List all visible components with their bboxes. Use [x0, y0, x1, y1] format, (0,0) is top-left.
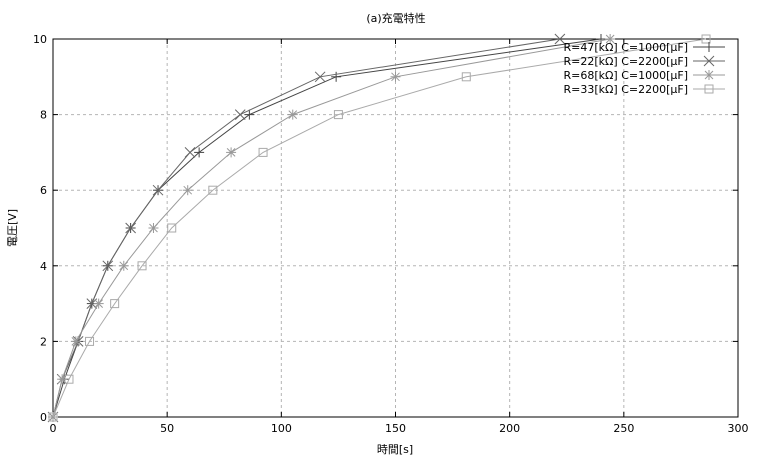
- point-marker: [167, 223, 177, 233]
- series-layer: [47, 33, 711, 423]
- point-marker: [390, 71, 401, 82]
- point-marker: [258, 147, 268, 157]
- point-marker: [703, 55, 715, 67]
- point-marker: [208, 185, 218, 195]
- point-marker: [596, 34, 606, 44]
- legend-label: R=33[kΩ] C=2200[μF]: [563, 83, 688, 96]
- point-marker: [704, 42, 714, 52]
- y-tick-label: 6: [40, 184, 47, 197]
- legend-label: R=22[kΩ] C=2200[μF]: [563, 55, 688, 68]
- series-line: [52, 38, 707, 418]
- x-tick-label: 200: [499, 422, 520, 435]
- legend-entry: R=33[kΩ] C=2200[μF]: [563, 83, 725, 96]
- chart-title: (a)充電特性: [366, 11, 425, 25]
- axis-ticks: 0 50 100 150 200 250 300 0 2 4 6 8 10: [33, 33, 749, 435]
- grid: [53, 39, 738, 417]
- point-marker: [226, 147, 237, 158]
- x-tick-label: 150: [385, 422, 406, 435]
- point-marker: [85, 336, 95, 346]
- y-tick-label: 10: [33, 33, 47, 46]
- y-tick-label: 8: [40, 109, 47, 122]
- point-marker: [110, 299, 120, 309]
- point-marker: [704, 84, 714, 94]
- point-marker: [287, 109, 298, 120]
- x-tick-label: 50: [160, 422, 174, 435]
- point-marker: [184, 147, 196, 158]
- point-marker: [331, 71, 342, 82]
- legend-entry: R=68[kΩ] C=1000[μF]: [563, 69, 725, 82]
- point-marker: [70, 336, 81, 347]
- point-marker: [137, 261, 147, 271]
- point-marker: [244, 109, 255, 120]
- legend: R=47[kΩ] C=1000[μF]R=22[kΩ] C=2200[μF]R=…: [563, 41, 725, 96]
- point-marker: [554, 33, 566, 45]
- y-tick-label: 0: [40, 411, 47, 424]
- x-tick-label: 0: [50, 422, 57, 435]
- legend-label: R=47[kΩ] C=1000[μF]: [563, 41, 688, 54]
- legend-entry: R=47[kΩ] C=1000[μF]: [563, 41, 725, 54]
- series-3: [48, 34, 616, 422]
- point-marker: [461, 72, 471, 82]
- point-marker: [152, 184, 164, 196]
- x-tick-label: 300: [728, 422, 749, 435]
- legend-entry: R=22[kΩ] C=2200[μF]: [563, 55, 725, 68]
- series-4: [48, 34, 711, 422]
- y-axis-label: 電圧[V]: [6, 209, 19, 247]
- legend-label: R=68[kΩ] C=1000[μF]: [563, 69, 688, 82]
- point-marker: [102, 260, 114, 272]
- point-marker: [182, 185, 193, 196]
- point-marker: [118, 260, 129, 271]
- point-marker: [48, 412, 58, 422]
- y-tick-label: 2: [40, 335, 47, 348]
- point-marker: [194, 147, 205, 158]
- point-marker: [125, 222, 136, 234]
- x-tick-label: 100: [271, 422, 292, 435]
- point-marker: [64, 374, 74, 384]
- y-tick-label: 4: [40, 260, 47, 273]
- point-marker: [314, 71, 326, 83]
- point-marker: [93, 298, 104, 309]
- point-marker: [148, 223, 159, 233]
- x-axis-label: 時間[s]: [377, 443, 413, 456]
- point-marker: [234, 109, 246, 120]
- point-marker: [701, 34, 711, 44]
- point-marker: [333, 110, 343, 120]
- point-marker: [605, 34, 616, 44]
- x-tick-label: 250: [613, 422, 634, 435]
- point-marker: [704, 70, 714, 80]
